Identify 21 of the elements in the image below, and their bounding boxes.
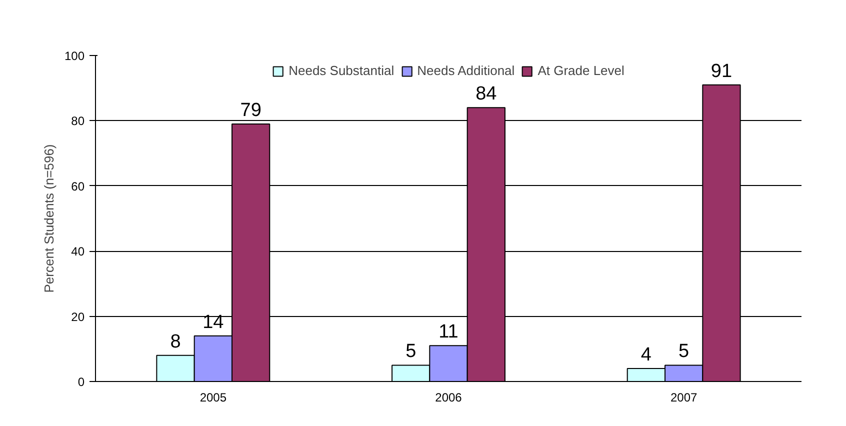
data-label: 79 xyxy=(240,100,262,121)
data-label: 8 xyxy=(170,331,181,352)
x-tick-label: 2005 xyxy=(200,390,227,404)
legend-label: Needs Substantial xyxy=(288,63,394,78)
legend-label: At Grade Level xyxy=(538,63,624,78)
y-tick-label: 60 xyxy=(71,179,85,194)
data-label: 5 xyxy=(406,341,416,362)
y-tick-label: 0 xyxy=(78,375,85,389)
data-label: 11 xyxy=(438,322,458,343)
y-tick-label: 20 xyxy=(71,310,85,324)
y-tick-label: 40 xyxy=(71,244,85,259)
legend-label: Needs Additional xyxy=(417,63,515,78)
y-axis-title: Percent Students (n=596) xyxy=(41,144,56,293)
y-tick-label: 80 xyxy=(71,114,85,128)
data-label: 84 xyxy=(476,84,498,105)
data-label: 4 xyxy=(640,344,652,366)
x-tick-label: 2007 xyxy=(670,390,698,404)
x-tick-label: 2006 xyxy=(435,390,462,404)
data-label: 91 xyxy=(710,60,732,82)
y-tick-label: 100 xyxy=(64,49,85,63)
data-label: 5 xyxy=(678,341,690,362)
